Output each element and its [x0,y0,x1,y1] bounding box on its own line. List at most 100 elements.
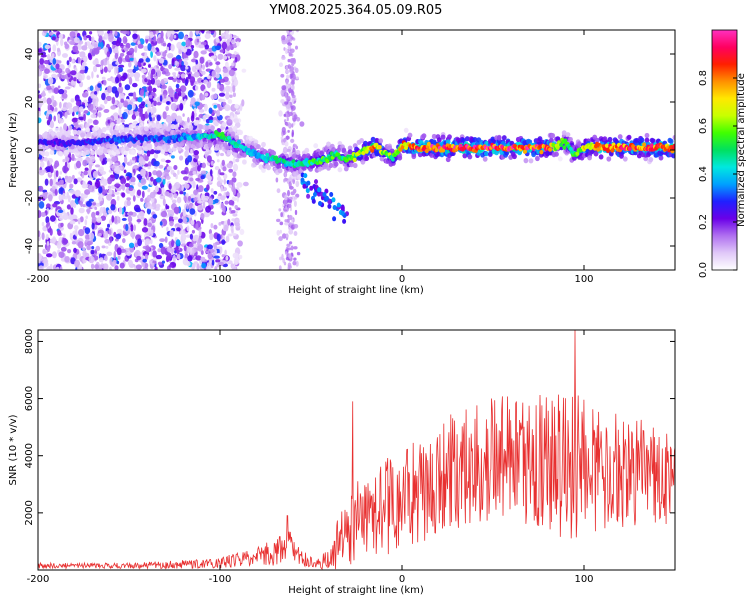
spectrogram-cell [194,101,200,107]
spectrogram-cell [281,85,287,91]
spectrogram-cell [122,36,128,44]
spectrogram-cell [147,43,152,51]
spectrogram-cell [46,253,53,258]
spectrogram-cell [568,136,573,143]
spectrogram-cell [295,149,301,155]
spectrogram-cell [115,40,120,47]
spectrogram-cell [587,155,592,161]
spectrogram-cell [232,92,236,98]
spectrogram-cell [70,98,75,103]
spectrogram-cell [141,74,146,79]
spectrogram-cell [150,239,153,245]
spectrogram-cell [222,205,226,214]
spectrogram-cell [364,149,369,154]
spectrogram-cell [118,216,121,224]
spectrogram-cell [72,45,79,53]
spectrogram-cell [286,74,290,80]
spectrogram-cell [99,206,104,213]
spectrogram-cell [213,104,217,109]
spectrogram-cell [124,183,131,188]
spectrogram-cell [276,218,281,223]
spectrogram-cell [162,42,167,47]
spectrogram-cell [283,199,288,206]
spectrogram-cell [114,125,120,131]
spectrogram-cell [101,178,108,186]
spectrogram-cell [195,85,199,91]
spectrogram-cell [279,62,283,67]
spectrogram-cell [81,183,89,189]
spectrogram-cell [173,34,177,39]
spectrogram-cell [176,253,181,260]
spectrogram-cell [286,36,291,40]
spectrogram-cell [232,252,239,259]
spectrogram-cell [284,251,288,255]
spectrogram-cell [181,61,184,66]
spectrogram-cell [141,190,145,199]
spectrogram-cell [38,94,42,99]
spectrogram-cell [349,162,354,168]
spectrogram-cell [95,202,101,207]
spectrogram-cell [166,226,169,232]
spectrogram-cell [293,231,298,236]
spectrogram-cell [163,89,168,96]
spectrogram-cell [190,45,195,49]
spectrogram-cell [83,110,89,114]
spectrogram-cell [281,55,286,60]
spectrogram-cell [165,203,168,210]
spectrogram-cell [121,217,127,221]
spectrogram-cell [143,45,149,52]
spectrogram-cell [200,170,207,175]
spectrogram-cell [287,101,291,109]
spectrogram-cell [79,216,84,223]
spectrogram-cell [139,211,145,217]
spectrogram-cell [88,255,95,264]
spectrogram-cell [113,112,119,118]
spectrogram-cell [96,217,102,223]
spectrogram-cell [644,132,650,139]
spectrogram-cell [91,222,95,230]
spectrogram-cell [554,151,559,157]
spectrogram-cell [151,262,155,267]
spectrogram-cell [182,57,189,61]
spectrogram-cell [284,222,290,226]
spectrogram-cell [127,73,130,80]
spectrogram-cell [60,222,64,228]
spectrogram-cell [72,106,79,113]
spectrogram-cell [280,212,283,218]
spectrogram-cell [68,212,75,221]
spectrogram-cell [101,76,106,80]
spectrogram-cell [64,86,71,90]
spectrogram-cell [137,145,143,151]
spectrogram-cell [71,59,75,64]
spectrogram-cell [329,192,334,197]
spectrogram-cell [153,65,157,70]
spectrogram-cell [195,117,200,121]
spectrogram-cell [200,70,206,76]
spectrogram-cell [132,33,138,40]
spectrogram-cell [216,176,222,182]
spectrogram-cell [107,209,113,215]
spectrogram-cell [202,137,208,143]
spectrogram-cell [234,205,238,210]
spectrogram-cell [115,65,119,74]
spectrogram-cell [220,152,224,157]
spectrogram-cell [50,165,54,174]
spectrogram-cell [157,261,163,266]
spectrogram-cell [182,113,185,117]
spectrogram-cell [209,248,215,254]
spectrogram-cell [311,198,316,204]
spectrogram-cell [129,159,132,166]
spectrogram-cell [98,166,104,173]
spectrogram-cell [61,135,66,141]
spectrogram-cell [70,147,75,154]
spectrogram-cell [295,45,298,50]
spectrogram-cell [182,61,189,66]
spectrogram-cell [577,141,582,147]
spectrogram-cell [242,159,247,165]
spectrogram-cell [523,149,527,154]
spectrogram-cell [184,78,189,87]
spectrogram-cell [56,68,63,74]
spectrogram-cell [129,47,135,54]
spectrogram-cell [88,185,95,193]
